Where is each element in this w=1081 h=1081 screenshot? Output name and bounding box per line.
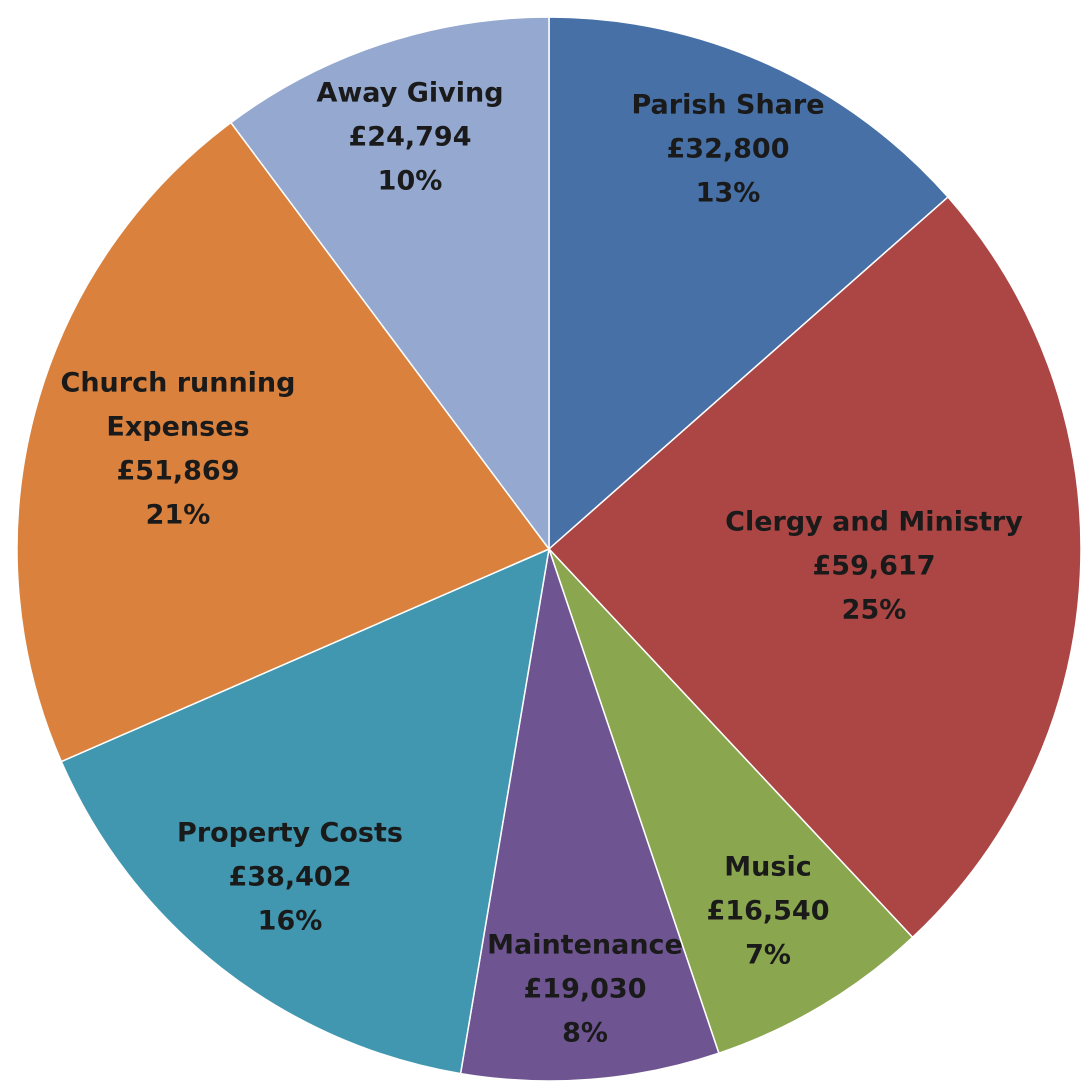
pie-slice-away-giving	[229, 16, 550, 552]
slice-name-label: Church running	[61, 368, 296, 399]
slice-name-label: Property Costs	[177, 818, 403, 849]
slice-value-label: £16,540	[707, 896, 830, 927]
data-label-parish-share: Parish Share £32,800 13%	[631, 90, 824, 209]
slice-percent-label: 25%	[842, 595, 907, 626]
slice-value-label: £59,617	[813, 551, 936, 582]
slice-name-label: Expenses	[106, 412, 249, 443]
slice-value-label: £19,030	[524, 974, 647, 1005]
slice-percent-label: 16%	[258, 906, 323, 937]
slice-percent-label: 10%	[378, 166, 443, 197]
slice-percent-label: 8%	[562, 1018, 608, 1049]
data-label-maintenance: Maintenance £19,030 8%	[487, 930, 683, 1049]
slice-name-label: Parish Share	[631, 90, 824, 121]
data-label-property-costs: Property Costs £38,402 16%	[177, 818, 403, 937]
pie-slice-church-running-expenses	[16, 121, 551, 763]
slice-name-label: Maintenance	[487, 930, 683, 961]
pie-slice-property-costs	[60, 547, 550, 1075]
data-label-away-giving: Away Giving £24,794 10%	[316, 78, 503, 197]
slice-value-label: £51,869	[117, 456, 240, 487]
slice-value-label: £32,800	[667, 134, 790, 165]
slice-value-label: £24,794	[349, 122, 472, 153]
slice-name-label: Music	[724, 852, 811, 883]
data-label-church-running-expenses: Church running Expenses £51,869 21%	[61, 368, 296, 531]
slice-percent-label: 21%	[146, 500, 211, 531]
pie-slice-parish-share	[548, 16, 950, 551]
slice-percent-label: 13%	[696, 178, 761, 209]
slice-value-label: £38,402	[229, 862, 352, 893]
pie-slice-music	[548, 548, 914, 1055]
slice-percent-label: 7%	[745, 940, 791, 971]
data-label-music: Music £16,540 7%	[707, 852, 830, 971]
pie-slice-clergy-and-ministry	[547, 196, 1081, 939]
slice-name-label: Away Giving	[316, 78, 503, 109]
data-label-clergy-and-ministry: Clergy and Ministry £59,617 25%	[725, 507, 1023, 626]
slice-name-label: Clergy and Ministry	[725, 507, 1023, 538]
pie-slice-maintenance	[459, 548, 720, 1081]
